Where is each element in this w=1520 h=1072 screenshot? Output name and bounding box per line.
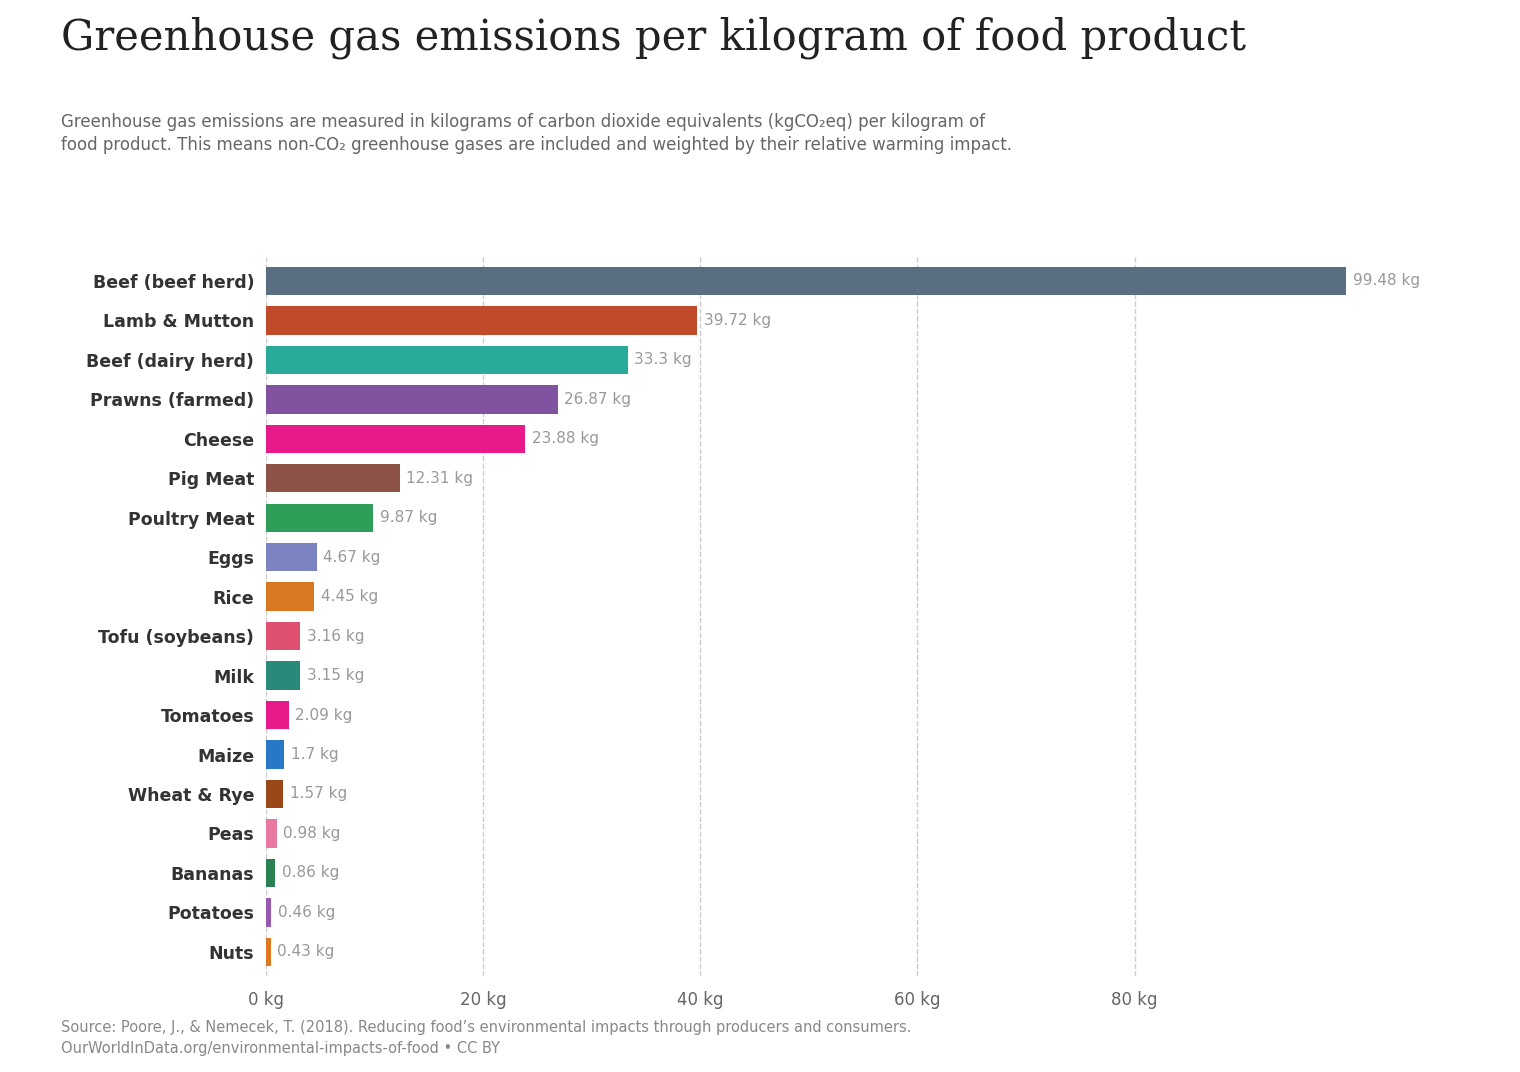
- Bar: [266, 898, 271, 926]
- Bar: [266, 741, 284, 769]
- Text: 26.87 kg: 26.87 kg: [564, 392, 631, 407]
- Bar: [266, 425, 526, 453]
- Text: 0.98 kg: 0.98 kg: [283, 825, 340, 840]
- Text: 4.67 kg: 4.67 kg: [324, 550, 380, 565]
- Bar: [266, 701, 289, 729]
- Text: 33.3 kg: 33.3 kg: [634, 353, 692, 368]
- Bar: [266, 307, 698, 334]
- Text: 4.45 kg: 4.45 kg: [321, 590, 378, 605]
- Text: 0.86 kg: 0.86 kg: [281, 865, 339, 880]
- Bar: [266, 622, 301, 651]
- Bar: [266, 661, 299, 689]
- Text: 99.48 kg: 99.48 kg: [1353, 273, 1420, 288]
- Bar: [266, 504, 372, 532]
- Bar: [266, 345, 628, 374]
- Text: Greenhouse gas emissions per kilogram of food product: Greenhouse gas emissions per kilogram of…: [61, 16, 1246, 59]
- Text: 0.43 kg: 0.43 kg: [277, 944, 334, 959]
- Bar: [266, 819, 277, 848]
- Bar: [266, 544, 316, 571]
- Bar: [266, 267, 1347, 295]
- Bar: [266, 582, 315, 611]
- Text: 2.09 kg: 2.09 kg: [295, 708, 353, 723]
- Bar: [266, 464, 400, 492]
- Bar: [266, 938, 271, 966]
- Bar: [266, 779, 283, 808]
- Text: 23.88 kg: 23.88 kg: [532, 431, 599, 446]
- Text: 1.7 kg: 1.7 kg: [290, 747, 339, 762]
- Bar: [266, 385, 558, 414]
- Text: 12.31 kg: 12.31 kg: [406, 471, 473, 486]
- Text: 39.72 kg: 39.72 kg: [704, 313, 771, 328]
- Text: 3.16 kg: 3.16 kg: [307, 628, 365, 643]
- Text: Our World: Our World: [1350, 31, 1446, 48]
- Text: 9.87 kg: 9.87 kg: [380, 510, 438, 525]
- Text: in Data: in Data: [1363, 60, 1432, 77]
- Text: Source: Poore, J., & Nemecek, T. (2018). Reducing food’s environmental impacts t: Source: Poore, J., & Nemecek, T. (2018).…: [61, 1019, 912, 1056]
- Bar: [266, 859, 275, 888]
- Text: Greenhouse gas emissions are measured in kilograms of carbon dioxide equivalents: Greenhouse gas emissions are measured in…: [61, 113, 1012, 154]
- Text: 1.57 kg: 1.57 kg: [289, 787, 347, 802]
- Text: 0.46 kg: 0.46 kg: [278, 905, 334, 920]
- Text: 3.15 kg: 3.15 kg: [307, 668, 365, 683]
